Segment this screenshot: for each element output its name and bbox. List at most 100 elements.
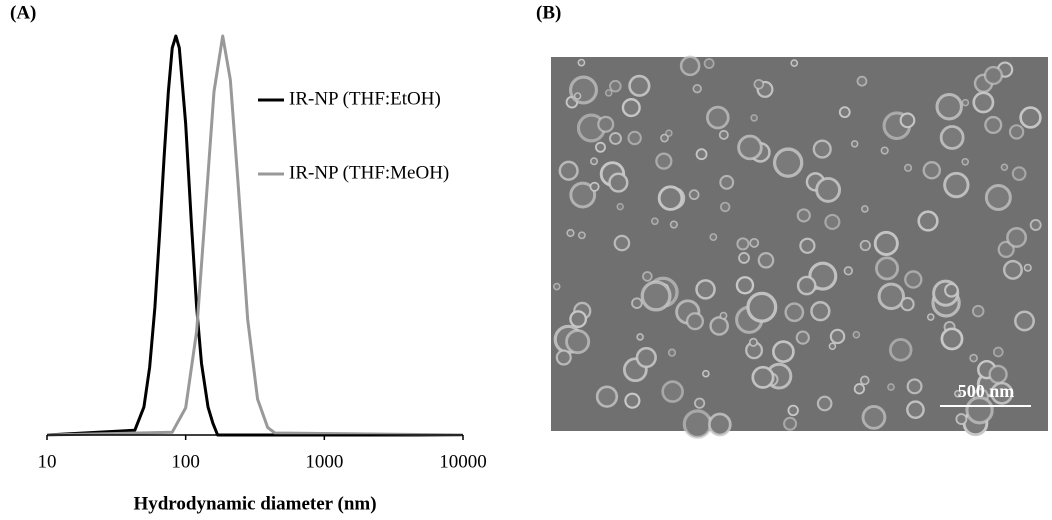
figure: (A) (B) Hydrodynamic diameter (nm) 500 n…	[0, 0, 1052, 520]
x-tick-label: 10	[38, 451, 57, 472]
particle	[720, 131, 728, 139]
particle	[863, 406, 885, 428]
particle	[610, 133, 621, 144]
particle	[597, 387, 617, 407]
legend-label: IR-NP (THF:MeOH)	[289, 162, 449, 183]
particle	[681, 57, 699, 75]
particle	[861, 376, 869, 384]
particle	[788, 406, 798, 416]
particle	[557, 351, 571, 365]
particle	[753, 367, 773, 387]
particle	[684, 411, 710, 437]
panel-label: (B)	[536, 2, 561, 23]
particle	[1013, 167, 1026, 180]
particle	[941, 127, 963, 149]
particle	[985, 117, 1001, 133]
particle	[628, 132, 640, 144]
particle	[798, 277, 815, 294]
particle	[908, 379, 922, 393]
particle	[956, 414, 966, 424]
particle	[811, 302, 829, 320]
particle	[861, 241, 870, 250]
particle	[798, 209, 810, 221]
particle	[986, 186, 1010, 210]
particle	[888, 384, 894, 390]
particle	[748, 293, 776, 321]
particle	[570, 311, 585, 326]
particle	[1007, 228, 1025, 246]
particle	[852, 141, 858, 147]
x-axis-label: Hydrodynamic diameter (nm)	[133, 493, 376, 514]
particle	[623, 99, 640, 116]
particle	[817, 178, 840, 201]
panel-label: (A)	[10, 2, 36, 23]
particle	[710, 234, 716, 240]
particle	[825, 215, 839, 229]
particle	[1024, 264, 1031, 271]
particle	[666, 130, 672, 136]
particle	[901, 298, 913, 310]
particle	[709, 414, 730, 435]
particle	[973, 306, 984, 317]
particle	[945, 173, 968, 196]
particle	[759, 253, 773, 267]
particle	[881, 147, 888, 154]
particle	[928, 314, 934, 320]
particle	[879, 284, 903, 308]
particle	[814, 141, 831, 158]
particle	[1001, 164, 1007, 170]
particle	[855, 384, 864, 393]
particle	[1031, 220, 1041, 230]
particle	[690, 190, 699, 199]
particle	[656, 154, 671, 169]
particle	[579, 232, 585, 238]
particle	[962, 100, 968, 106]
particle	[919, 212, 938, 231]
particle	[578, 59, 584, 65]
particle	[737, 277, 753, 293]
particle	[901, 114, 915, 128]
particle	[905, 165, 912, 172]
particle	[560, 162, 578, 180]
particle	[937, 95, 961, 119]
particle	[962, 159, 968, 165]
particle	[890, 339, 911, 360]
particle	[695, 398, 704, 407]
particle	[800, 239, 814, 253]
particle	[632, 298, 642, 308]
particle	[876, 258, 897, 279]
particle	[711, 317, 728, 334]
particle	[773, 342, 793, 362]
particle	[853, 332, 859, 338]
particle	[596, 143, 605, 152]
particle	[671, 221, 678, 228]
particle	[598, 117, 613, 132]
particle	[567, 331, 589, 353]
particle	[786, 304, 803, 321]
particle	[857, 77, 866, 86]
particle	[615, 236, 629, 250]
particle	[967, 398, 992, 423]
x-tick-label: 1000	[305, 451, 343, 472]
particle	[705, 59, 714, 68]
particle	[775, 149, 802, 176]
particle	[643, 272, 652, 281]
particle	[567, 230, 574, 237]
particle	[945, 284, 958, 297]
x-tick-label: 100	[171, 451, 200, 472]
particle	[652, 218, 658, 224]
particle	[1010, 125, 1023, 138]
particle	[630, 76, 650, 96]
particle	[642, 282, 670, 310]
particle	[720, 312, 726, 318]
particle	[571, 77, 597, 103]
particle	[703, 371, 709, 377]
particle	[606, 90, 612, 96]
particle	[554, 283, 560, 289]
particle	[737, 238, 748, 249]
particle	[905, 271, 921, 287]
particle	[625, 394, 639, 408]
particle	[739, 253, 749, 263]
particle	[797, 332, 809, 344]
particle	[974, 93, 993, 112]
